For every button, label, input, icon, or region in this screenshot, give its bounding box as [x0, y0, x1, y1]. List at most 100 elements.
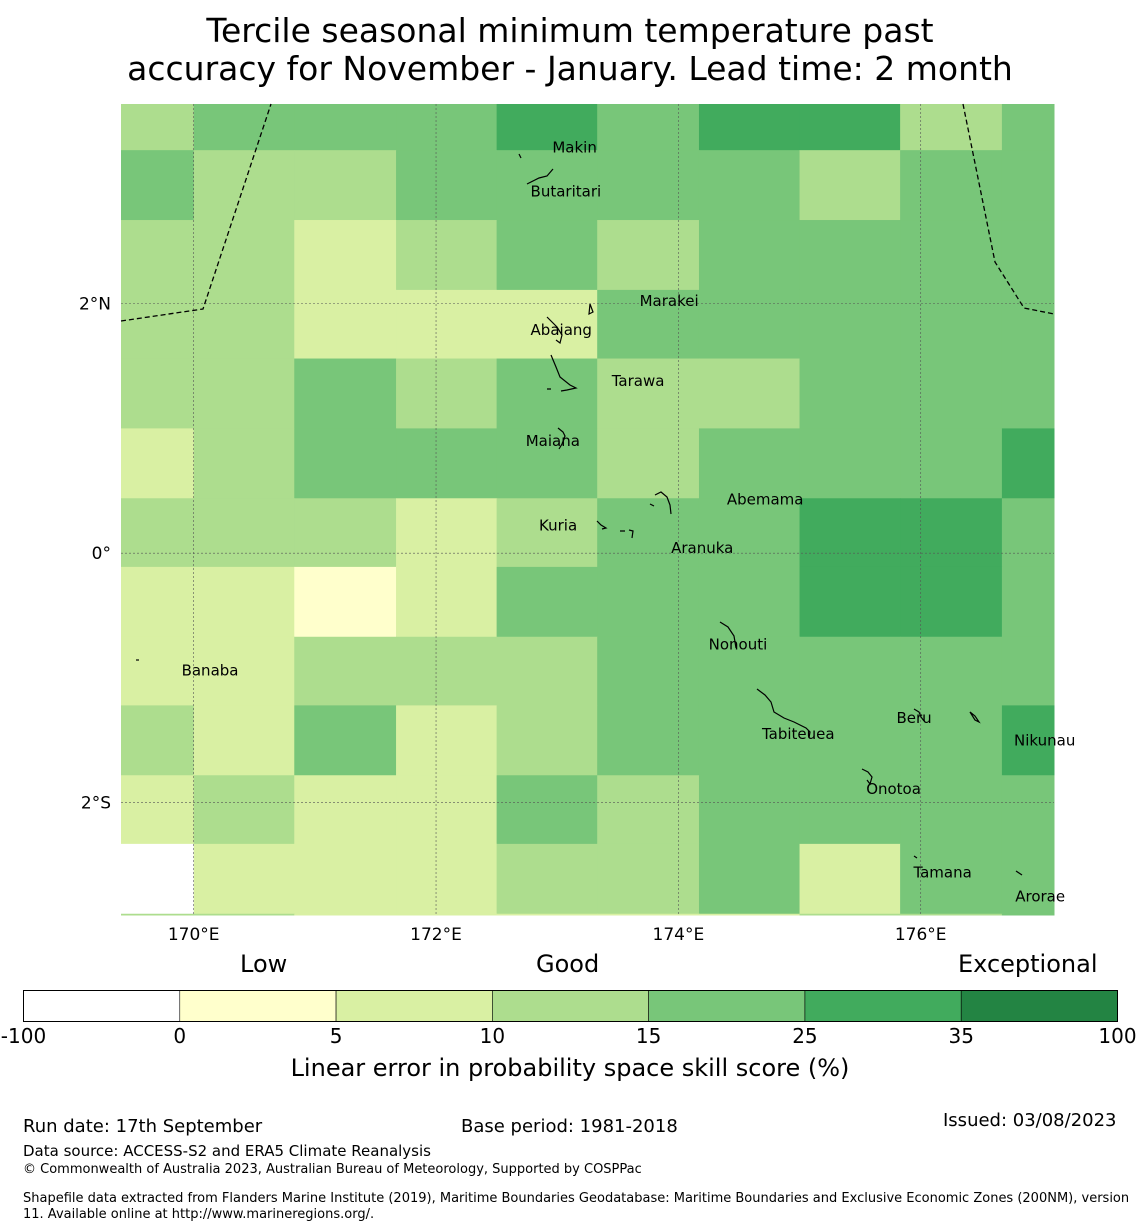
skill-cell [121, 150, 195, 221]
skill-cell [1001, 104, 1055, 151]
map-title-line2: accuracy for November - January. Lead ti… [127, 49, 1013, 88]
island-label-makin: Makin [552, 139, 597, 157]
skill-cell [597, 289, 700, 360]
arorae-outline [1015, 870, 1023, 876]
map-title-line1: Tercile seasonal minimum temperature pas… [206, 11, 934, 50]
island-label-nonouti: Nonouti [709, 635, 768, 653]
skill-cell [1001, 150, 1055, 221]
skill-cell [294, 775, 397, 845]
colorbar-tick-label: 5 [329, 1024, 343, 1048]
skill-cell [396, 843, 498, 915]
colorbar-tick-label: 15 [635, 1024, 662, 1048]
skill-cell [294, 220, 397, 291]
skill-cell [597, 636, 700, 706]
skill-cell [396, 358, 498, 429]
skill-cell [496, 566, 598, 638]
skill-cell [1001, 289, 1055, 360]
skill-cell [496, 428, 598, 499]
colorbar [23, 990, 1118, 1022]
skill-cell [597, 150, 700, 221]
x-tick-label: 170°E [168, 925, 220, 945]
colorbar-tick-label: 0 [173, 1024, 187, 1048]
colorbar-swatch [648, 990, 806, 1022]
island-label-maiana: Maiana [526, 432, 580, 450]
skill-cell [294, 498, 397, 568]
eez-boundary-west [120, 103, 272, 322]
island-label-abemama: Abemama [727, 491, 804, 509]
skill-cell [900, 104, 1003, 151]
skill-cell [396, 913, 498, 916]
eez-boundary [120, 103, 1055, 322]
skill-cell [193, 566, 295, 638]
skill-cell [496, 913, 598, 916]
colorbar-tick-label: 25 [792, 1024, 818, 1048]
skill-cell [496, 104, 598, 151]
skill-cell [799, 775, 901, 845]
skill-cell [396, 636, 498, 706]
skill-cell [496, 289, 598, 360]
skill-cell [396, 104, 498, 151]
skill-cell [496, 636, 598, 706]
skill-cell [1001, 498, 1055, 568]
skill-cell [396, 289, 498, 360]
skill-cell [193, 289, 295, 360]
skill-cell [698, 289, 801, 360]
skill-cell [396, 566, 498, 638]
graticule [121, 104, 1054, 915]
skill-cell [900, 358, 1003, 429]
skill-cell [597, 775, 700, 845]
island-label-abaiang: Abaiang [531, 321, 592, 339]
skill-cell [121, 104, 195, 151]
skill-cell [698, 220, 801, 291]
colorbar-tick-label: 35 [948, 1024, 974, 1048]
skill-cell [193, 705, 295, 776]
colorbar-good-label: Good [536, 950, 600, 978]
island-label-arorae: Arorae [1015, 887, 1065, 905]
skill-cell [496, 220, 598, 291]
island-label-tamana: Tamana [912, 864, 971, 882]
island-outlines [136, 153, 1023, 876]
skill-cell [597, 705, 700, 776]
skill-cell [900, 428, 1003, 499]
skill-cell [294, 636, 397, 706]
skill-cell [496, 358, 598, 429]
skill-cell [900, 913, 1003, 916]
skill-cell [294, 705, 397, 776]
skill-cell [193, 913, 295, 916]
skill-cell [799, 150, 901, 221]
y-tick-label: 2°N [79, 295, 111, 315]
skill-cell [193, 150, 295, 221]
skill-cell [1001, 913, 1055, 916]
x-tick-label: 172°E [410, 925, 462, 945]
skill-cell [900, 636, 1003, 706]
skill-cell [799, 289, 901, 360]
skill-cell [698, 498, 801, 568]
skill-cell [900, 775, 1003, 845]
skill-cell [799, 636, 901, 706]
island-label-tabiteuea: Tabiteuea [761, 725, 835, 743]
island-label-marakei: Marakei [640, 292, 699, 310]
skill-cell [799, 498, 901, 568]
skill-cell [799, 566, 901, 638]
colorbar-low-label: Low [240, 950, 288, 978]
skill-cell [193, 775, 295, 845]
skill-cell [698, 566, 801, 638]
skill-cell [193, 358, 295, 429]
skill-cell [121, 705, 195, 776]
skill-cell [597, 913, 700, 916]
skill-cell [799, 913, 901, 916]
abemama-outline [649, 491, 672, 515]
colorbar-swatch [492, 990, 649, 1022]
island-label-tarawa: Tarawa [611, 372, 665, 390]
makin-outline [518, 153, 522, 159]
onotoa-outline [861, 768, 873, 786]
x-tick-label: 174°E [653, 925, 705, 945]
skill-cell [1001, 428, 1055, 499]
skill-cell [496, 843, 598, 915]
colorbar-swatch [335, 990, 493, 1022]
map-canvas: Makin Butaritari Marakei Abaiang Tarawa Maian… [79, 103, 1075, 945]
skill-cell [1001, 775, 1055, 845]
skill-cell [294, 358, 397, 429]
colorbar-tick-label: 100 [1098, 1024, 1137, 1048]
base-period: Base period: 1981-2018 [461, 1116, 678, 1137]
